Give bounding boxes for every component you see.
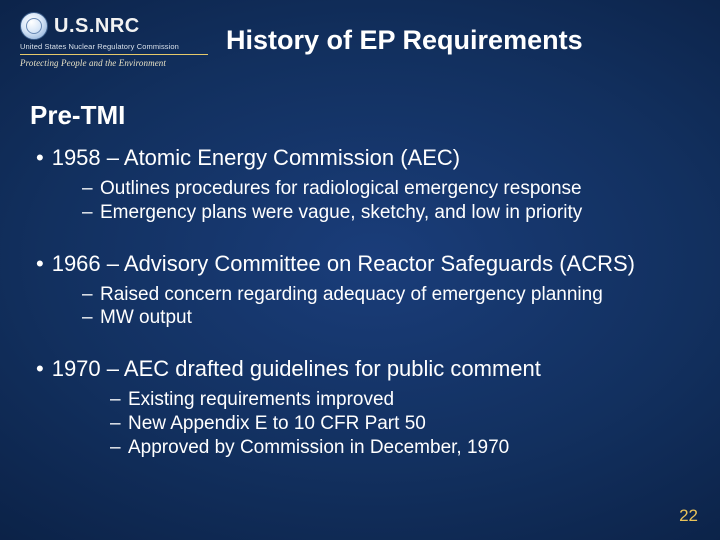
dash-icon: – [110,412,122,436]
dash-icon: – [110,436,122,460]
slide-title: History of EP Requirements [220,25,700,56]
sub-text: Existing requirements improved [128,388,394,412]
bullet-dot-icon: • [36,145,44,171]
nrc-subline: United States Nuclear Regulatory Commiss… [20,42,179,51]
nrc-logo-block: U.S.NRC United States Nuclear Regulatory… [20,12,210,68]
sub-bullet: –Emergency plans were vague, sketchy, an… [82,201,690,225]
bullet-3-text: 1970 – AEC drafted guidelines for public… [52,356,541,382]
page-number: 22 [679,506,698,526]
dash-icon: – [82,201,94,225]
sub-bullet: –Outlines procedures for radiological em… [82,177,690,201]
slide-subtitle: Pre-TMI [0,74,720,131]
logo-divider [20,54,208,55]
bullet-3: • 1970 – AEC drafted guidelines for publ… [36,356,690,382]
sub-text: New Appendix E to 10 CFR Part 50 [128,412,426,436]
nrc-seal-icon [20,12,48,40]
sub-text: Outlines procedures for radiological eme… [100,177,582,201]
header: U.S.NRC United States Nuclear Regulatory… [0,0,720,74]
bullet-3-subs: –Existing requirements improved –New App… [36,388,690,459]
bullet-1: • 1958 – Atomic Energy Commission (AEC) [36,145,690,171]
nrc-wordmark: U.S.NRC [54,15,140,38]
bullet-1-text: 1958 – Atomic Energy Commission (AEC) [52,145,460,171]
sub-bullet: –Existing requirements improved [110,388,690,412]
dash-icon: – [110,388,122,412]
sub-bullet: –MW output [82,306,690,330]
dash-icon: – [82,283,94,307]
logo-top-row: U.S.NRC [20,12,140,40]
sub-bullet: –Approved by Commission in December, 197… [110,436,690,460]
sub-text: MW output [100,306,192,330]
slide-body: • 1958 – Atomic Energy Commission (AEC) … [0,131,720,459]
bullet-2-text: 1966 – Advisory Committee on Reactor Saf… [52,251,635,277]
dash-icon: – [82,306,94,330]
bullet-dot-icon: • [36,251,44,277]
bullet-1-subs: –Outlines procedures for radiological em… [36,177,690,225]
nrc-tagline: Protecting People and the Environment [20,58,166,68]
bullet-2: • 1966 – Advisory Committee on Reactor S… [36,251,690,277]
bullet-dot-icon: • [36,356,44,382]
bullet-2-subs: –Raised concern regarding adequacy of em… [36,283,690,331]
sub-bullet: –New Appendix E to 10 CFR Part 50 [110,412,690,436]
sub-text: Raised concern regarding adequacy of eme… [100,283,603,307]
dash-icon: – [82,177,94,201]
sub-bullet: –Raised concern regarding adequacy of em… [82,283,690,307]
sub-text: Approved by Commission in December, 1970 [128,436,509,460]
sub-text: Emergency plans were vague, sketchy, and… [100,201,582,225]
